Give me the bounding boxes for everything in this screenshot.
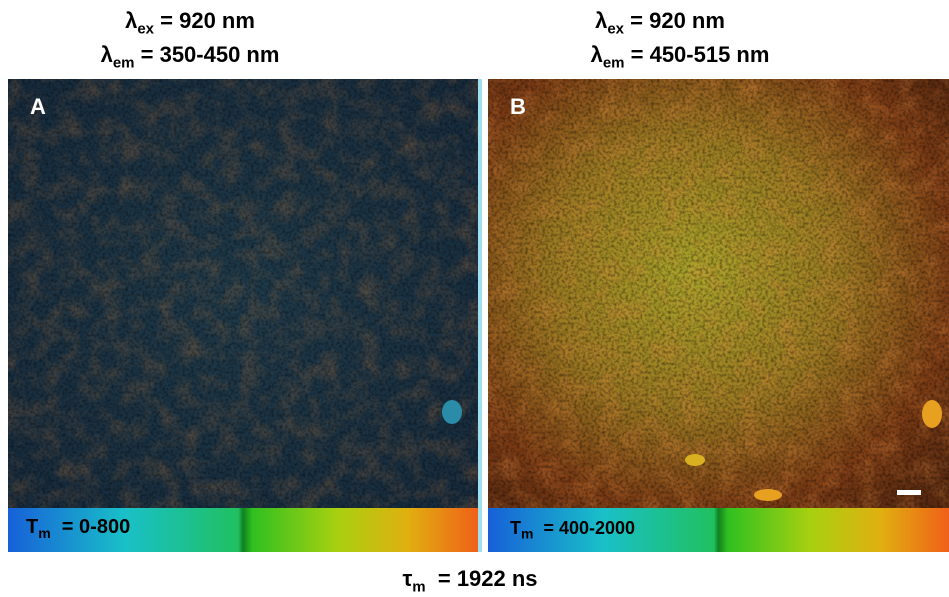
text: m xyxy=(412,578,426,596)
emission-a: λem = 350-450 nm xyxy=(70,42,310,71)
text: = 1922 ns xyxy=(437,566,538,591)
colorbar-label-a: Tm = 0-800 xyxy=(26,516,130,541)
text: T xyxy=(510,518,521,538)
text: m xyxy=(38,525,51,541)
cell xyxy=(754,489,782,501)
panel-label: B xyxy=(510,94,526,119)
text: T xyxy=(26,516,39,538)
text: = 0-800 xyxy=(61,516,131,538)
separator xyxy=(478,79,482,552)
text: em xyxy=(602,54,625,72)
footer: τm = 1922 ns xyxy=(320,566,620,595)
colorbar-a xyxy=(8,508,478,552)
text: m xyxy=(521,525,534,542)
panel-label: A xyxy=(30,94,46,119)
colorbar-label-b: Tm = 400-2000 xyxy=(510,518,635,542)
text: = 920 nm xyxy=(160,8,255,33)
text: λ xyxy=(590,42,603,67)
text: ex xyxy=(137,20,155,38)
colorbar-b xyxy=(488,508,949,552)
cell xyxy=(922,400,942,428)
text: τ xyxy=(402,566,413,591)
text: = 450-515 nm xyxy=(630,42,770,67)
cell xyxy=(685,454,705,466)
text: = 350-450 nm xyxy=(140,42,280,67)
image-b-noise xyxy=(488,79,949,508)
text: em xyxy=(112,54,135,72)
text: λ xyxy=(595,8,608,33)
text: λ xyxy=(100,42,113,67)
text: λ xyxy=(125,8,138,33)
image-a-noise xyxy=(8,79,478,508)
text: = 400-2000 xyxy=(543,518,636,538)
text: ex xyxy=(607,20,625,38)
excitation-b: λex = 920 nm xyxy=(560,8,760,37)
excitation-a: λex = 920 nm xyxy=(90,8,290,37)
scale-bar xyxy=(897,490,921,495)
text: = 920 nm xyxy=(630,8,725,33)
emission-b: λem = 450-515 nm xyxy=(560,42,800,71)
cell xyxy=(442,400,462,424)
